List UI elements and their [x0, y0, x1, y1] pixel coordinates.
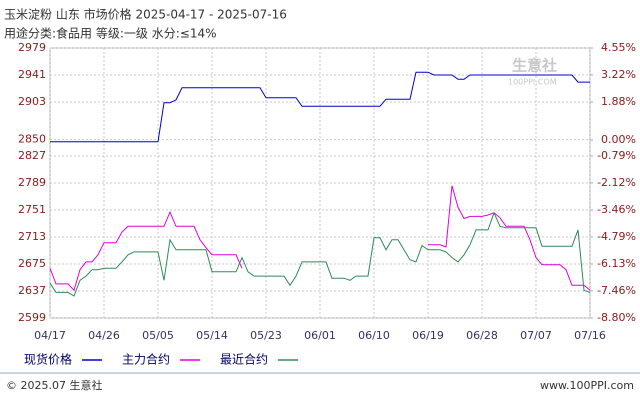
- footer-url: www.100PPI.com: [540, 379, 634, 392]
- x-tick-label: 04/26: [88, 329, 120, 342]
- watermark-logo: 生意社: [512, 57, 557, 75]
- y2-tick-label: -0.79%: [597, 149, 636, 162]
- y-tick-label: 2637: [18, 284, 46, 297]
- y-tick-label: 2850: [18, 133, 46, 146]
- y-tick-label: 2941: [18, 68, 46, 81]
- y2-tick-label: -7.46%: [597, 284, 636, 297]
- legend-label: 现货价格: [24, 352, 72, 367]
- x-tick-label: 07/07: [520, 329, 552, 342]
- x-tick-label: 05/23: [250, 329, 282, 342]
- series-line: [50, 71, 590, 143]
- y2-tick-label: -6.13%: [597, 257, 636, 270]
- chart-title: 玉米淀粉 山东 市场价格 2025-04-17 - 2025-07-16: [4, 7, 287, 22]
- y-tick-label: 2979: [18, 41, 46, 54]
- y2-tick-label: 0.00%: [601, 133, 636, 146]
- y2-tick-label: 4.55%: [601, 41, 636, 54]
- legend-label: 主力合约: [122, 352, 170, 367]
- y-tick-label: 2903: [18, 95, 46, 108]
- x-tick-label: 06/01: [304, 329, 336, 342]
- x-tick-label: 06/28: [466, 329, 498, 342]
- footer-copyright: © 2025.07 生意社: [6, 378, 102, 392]
- x-tick-label: 06/10: [358, 329, 390, 342]
- x-tick-label: 07/16: [574, 329, 606, 342]
- y-tick-label: 2789: [18, 176, 46, 189]
- y-tick-label: 2675: [18, 257, 46, 270]
- chart-subtitle: 用途分类:食品用 等级:一级 水分:≤14%: [4, 26, 217, 41]
- y2-tick-label: -2.12%: [597, 176, 636, 189]
- x-tick-label: 05/14: [196, 329, 228, 342]
- y2-tick-label: -8.80%: [597, 311, 636, 324]
- y-tick-label: 2827: [18, 149, 46, 162]
- legend-label: 最近合约: [220, 352, 268, 367]
- x-tick-label: 04/17: [34, 329, 66, 342]
- y2-tick-label: 1.88%: [601, 95, 636, 108]
- y-tick-label: 2713: [18, 230, 46, 243]
- y-tick-label: 2751: [18, 203, 46, 216]
- y2-tick-label: 3.22%: [601, 68, 636, 81]
- y2-tick-label: -3.46%: [597, 203, 636, 216]
- x-tick-label: 05/05: [142, 329, 174, 342]
- y-tick-label: 2599: [18, 311, 46, 324]
- watermark-url: 100PPI.COM: [508, 78, 557, 87]
- y2-tick-label: -4.79%: [597, 230, 636, 243]
- series-line: [49, 211, 591, 297]
- x-tick-label: 06/19: [412, 329, 444, 342]
- series-line: [49, 185, 591, 292]
